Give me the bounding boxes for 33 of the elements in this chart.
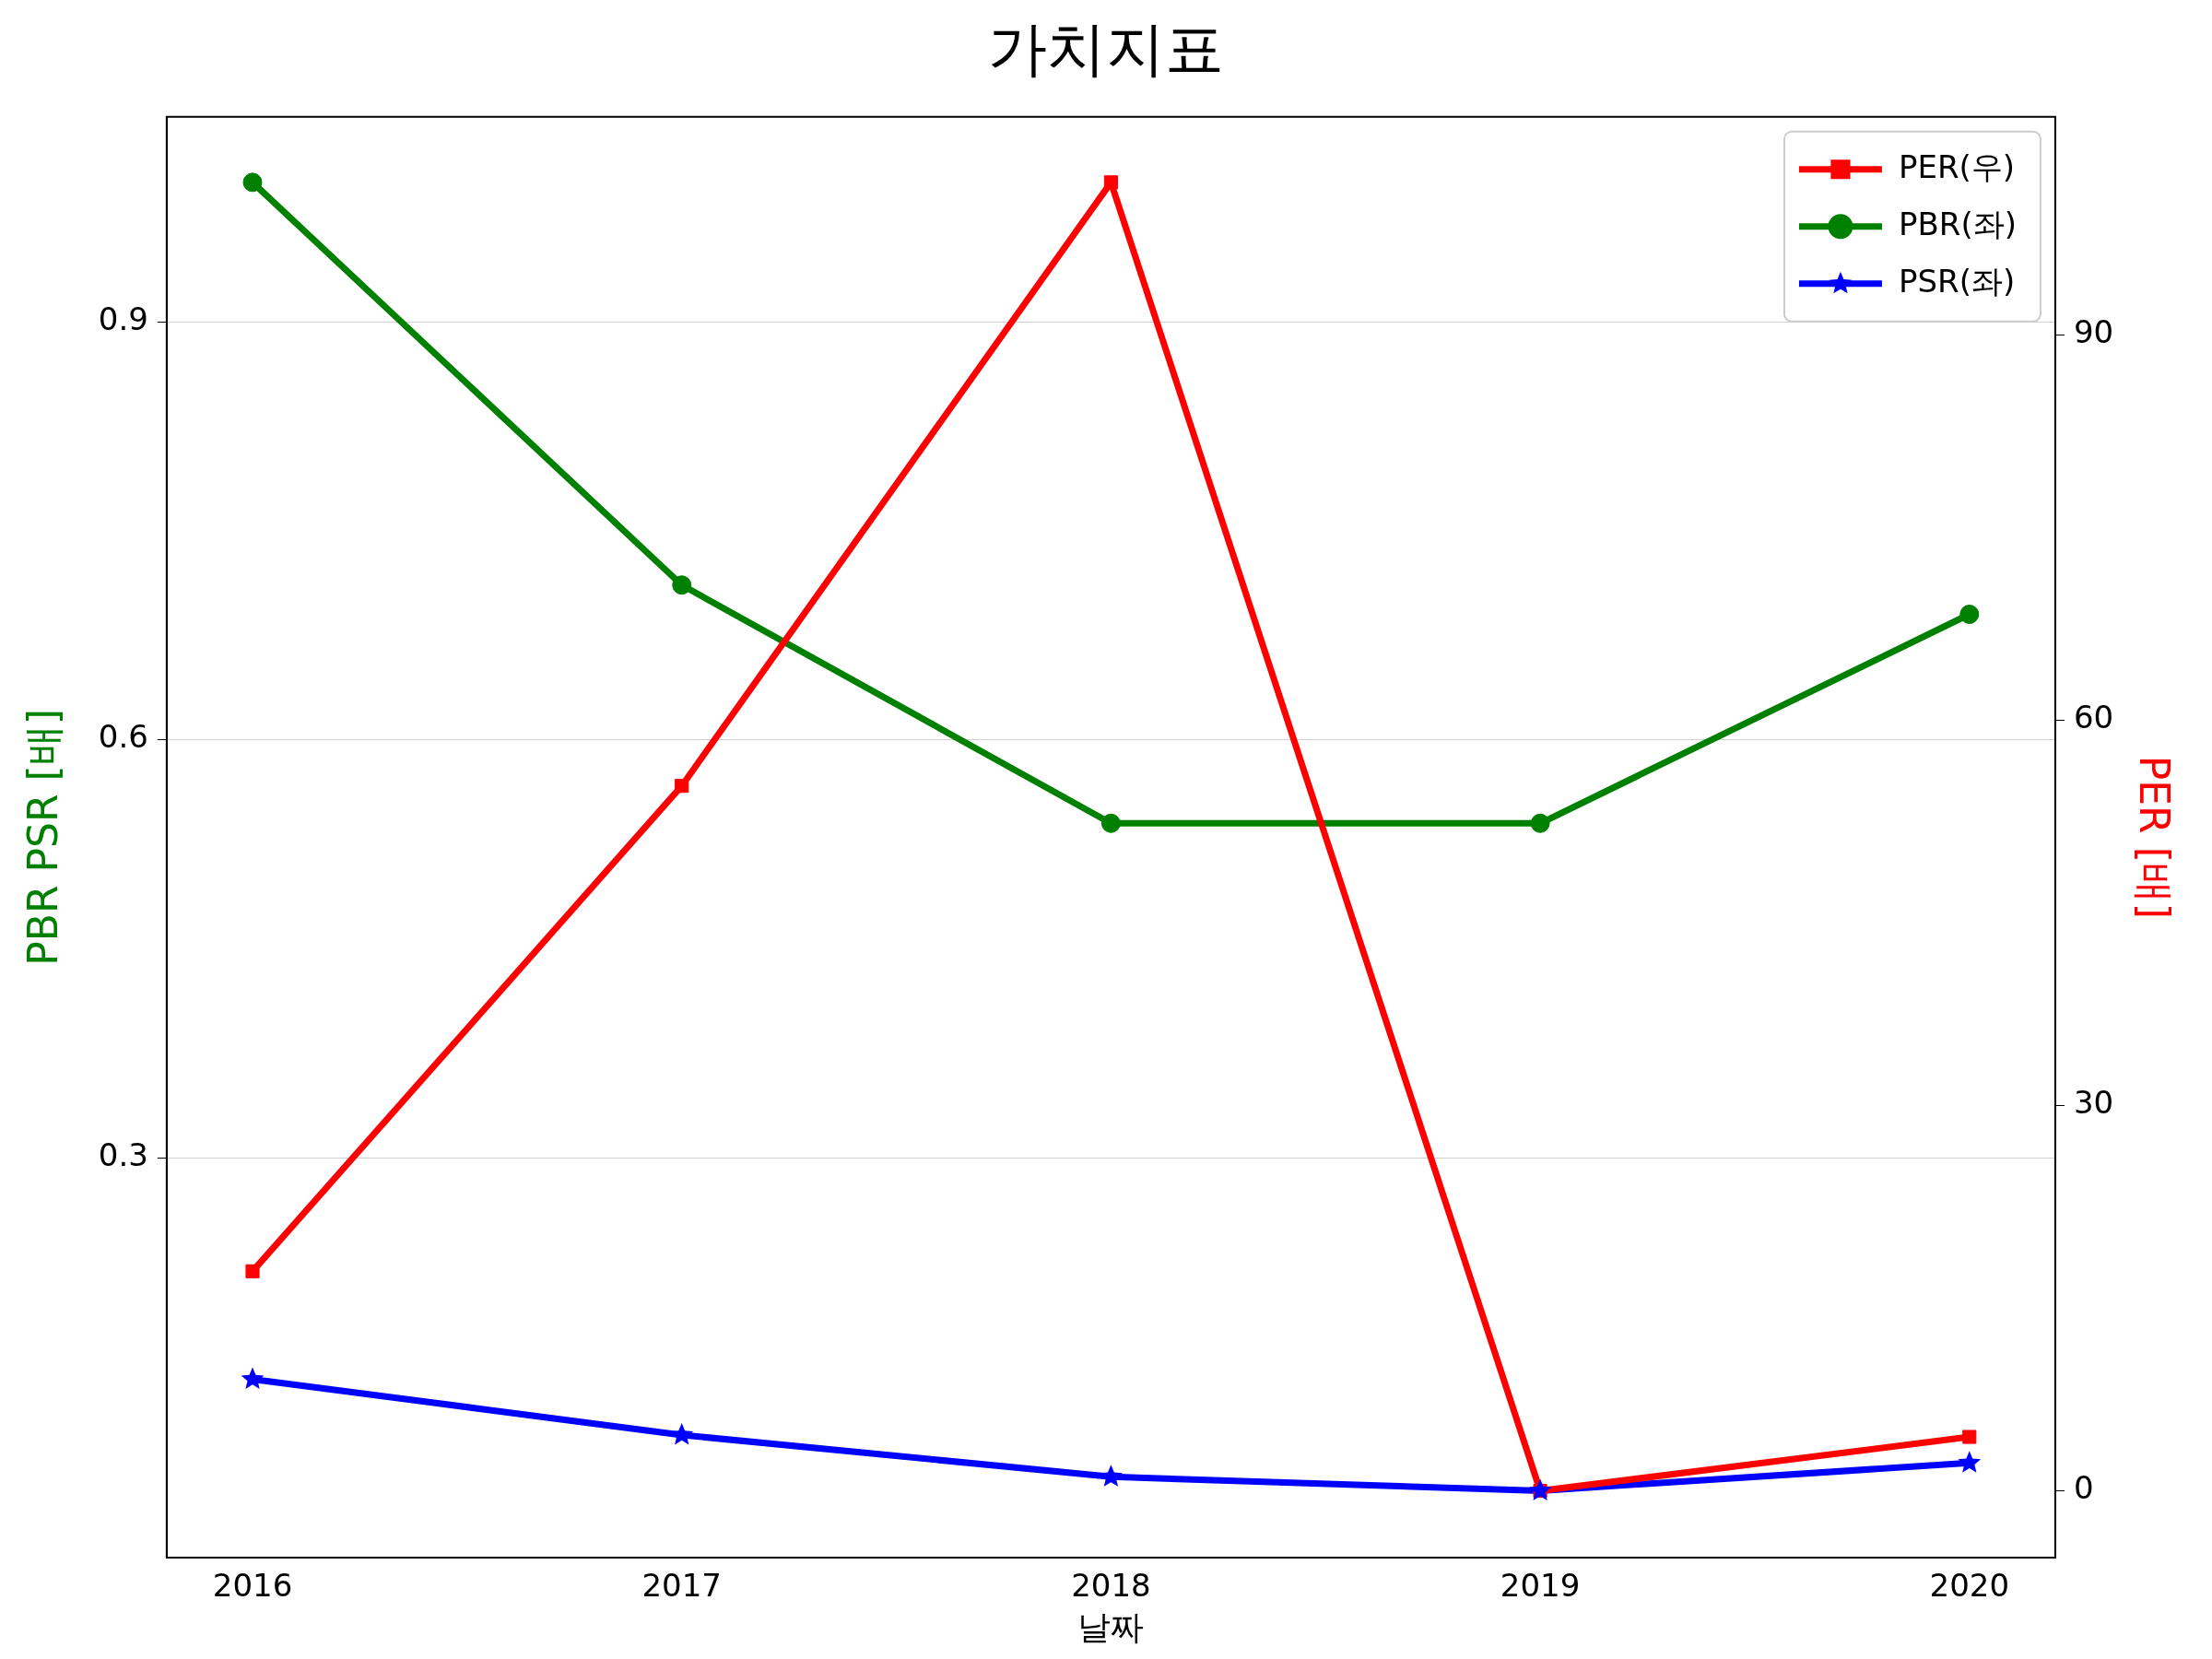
y-tick-label: 0.3 <box>98 1135 148 1173</box>
x-tick-label: 2017 <box>641 1567 722 1605</box>
point <box>670 1422 694 1445</box>
y2-axis-title: PER [배] <box>2131 755 2179 920</box>
x-axis-title: 날짜 <box>1077 1607 1145 1646</box>
point <box>1100 1465 1123 1487</box>
x-tick-label: 2020 <box>1929 1567 2010 1605</box>
point <box>1103 175 1118 190</box>
point <box>1528 1478 1552 1500</box>
y2-tick-label: 60 <box>2073 699 2114 736</box>
point <box>1530 813 1550 833</box>
point <box>672 575 692 595</box>
point <box>241 1367 265 1390</box>
x-tick-label: 2018 <box>1071 1567 1151 1605</box>
y2-tick-label: 90 <box>2073 313 2114 351</box>
y2-tick-label: 0 <box>2073 1469 2094 1507</box>
y-tick-label: 0.6 <box>98 718 148 756</box>
y-tick-label: 0.9 <box>98 300 148 337</box>
point <box>245 1264 260 1278</box>
point <box>1100 813 1121 833</box>
legend-label: PER(우) <box>1898 147 2016 185</box>
y-axis-title: PBR PSR [배] <box>18 709 66 966</box>
point <box>1958 1451 1982 1473</box>
legend-label: PSR(좌) <box>1898 262 2016 300</box>
point <box>1959 605 1980 625</box>
point <box>242 172 263 193</box>
point <box>675 779 689 794</box>
x-tick-label: 2016 <box>212 1567 293 1605</box>
chart-title: 가치지표 <box>988 15 1224 84</box>
y2-tick-label: 30 <box>2073 1084 2114 1122</box>
legend-label: PBR(좌) <box>1898 205 2017 242</box>
x-tick-label: 2019 <box>1500 1567 1581 1605</box>
point <box>1962 1430 1977 1444</box>
